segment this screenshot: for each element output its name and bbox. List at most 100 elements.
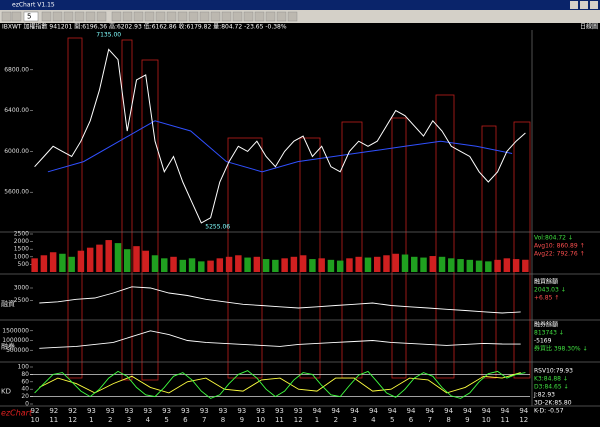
tool-button[interactable] — [155, 11, 166, 22]
y-tick-label: 100 — [18, 364, 30, 371]
series-line — [39, 372, 521, 394]
x-year-label: 93 — [275, 407, 284, 415]
volume-bar — [457, 259, 464, 272]
tool-button[interactable] — [133, 11, 144, 22]
volume-bar — [262, 259, 270, 272]
legend-entry: K-D: -0.57 — [534, 408, 564, 415]
tool-button[interactable] — [177, 11, 188, 22]
tool-button[interactable] — [11, 11, 22, 22]
x-year-label: 94 — [369, 407, 378, 415]
tool-button[interactable] — [1, 11, 12, 22]
x-year-label: 93 — [237, 407, 246, 415]
x-month-label: 4 — [146, 416, 151, 424]
volume-bar — [179, 259, 187, 272]
x-month-label: 2 — [334, 416, 338, 424]
panel-label: 融券 — [1, 342, 15, 351]
volume-bar — [475, 260, 483, 272]
volume-bar — [207, 260, 214, 272]
y-tick-label: 6800.00 — [4, 66, 29, 73]
volume-bar — [216, 258, 224, 272]
tool-button[interactable] — [96, 11, 107, 22]
volume-bar — [290, 256, 298, 272]
signal-box — [141, 59, 159, 381]
quote-header: IBXWT 加權指數 941201 開:6196.36 高:6202.93 低:… — [2, 23, 287, 31]
y-tick-label: 500 — [18, 261, 30, 268]
signal-box — [481, 125, 497, 379]
x-year-label: 94 — [444, 407, 453, 415]
volume-bar — [161, 258, 168, 272]
x-year-label: 93 — [106, 407, 115, 415]
tool-button[interactable] — [210, 11, 221, 22]
x-month-label: 11 — [275, 416, 284, 424]
volume-bar — [151, 255, 159, 272]
legend-entry: Vol:804.72 ↓ — [534, 235, 573, 242]
x-year-label: 92 — [49, 407, 58, 415]
volume-bar — [31, 258, 38, 272]
x-year-label: 93 — [200, 407, 209, 415]
legend-entry: 券資比 398.30% ↓ — [534, 345, 588, 353]
tool-button[interactable] — [111, 11, 122, 22]
volume-bar — [494, 259, 501, 272]
series-line — [34, 370, 526, 399]
maximize-button[interactable] — [580, 1, 588, 9]
tool-button[interactable] — [232, 11, 243, 22]
x-month-label: 12 — [519, 416, 528, 424]
volume-bar — [225, 256, 233, 272]
x-year-label: 94 — [425, 407, 434, 415]
volume-bar — [522, 259, 529, 272]
series-line — [39, 330, 521, 349]
tool-button[interactable] — [254, 11, 265, 22]
legend-entry: Avg10: 860.89 ↑ — [534, 243, 585, 250]
x-month-label: 10 — [482, 416, 491, 424]
x-month-label: 11 — [501, 416, 510, 424]
title-bar — [0, 0, 600, 10]
close-button[interactable] — [590, 1, 598, 9]
y-tick-label: 3000 — [14, 285, 29, 292]
y-tick-label: 2500 — [14, 297, 29, 304]
volume-bar — [429, 256, 437, 272]
minimize-button[interactable] — [570, 1, 578, 9]
tool-button[interactable] — [276, 11, 287, 22]
tool-button[interactable] — [74, 11, 85, 22]
tool-button[interactable] — [243, 11, 254, 22]
y-tick-label: 1000 — [14, 253, 29, 260]
view-mode: 日線圖 — [580, 23, 598, 31]
y-tick-label: 5600.00 — [4, 189, 29, 196]
tool-button[interactable] — [221, 11, 232, 22]
tool-button[interactable] — [122, 11, 133, 22]
y-tick-label: 1500000 — [2, 327, 29, 334]
tool-button[interactable] — [188, 11, 199, 22]
x-year-label: 93 — [162, 407, 171, 415]
tool-button[interactable] — [63, 11, 74, 22]
volume-bar — [96, 244, 103, 272]
volume-bar — [198, 261, 205, 272]
x-month-label: 3 — [127, 416, 131, 424]
x-month-label: 9 — [240, 416, 244, 424]
volume-bar — [364, 257, 372, 272]
x-month-label: 6 — [409, 416, 414, 424]
volume-bar — [512, 259, 520, 272]
period-select[interactable] — [23, 11, 39, 22]
tool-button[interactable] — [166, 11, 177, 22]
tool-button[interactable] — [144, 11, 155, 22]
volume-bar — [77, 250, 85, 272]
volume-bar — [142, 250, 149, 272]
legend-entry: +6.85 ↑ — [534, 295, 559, 302]
volume-bar — [244, 257, 251, 272]
x-year-label: 92 — [31, 407, 40, 415]
tool-button[interactable] — [287, 11, 298, 22]
tool-button[interactable] — [52, 11, 63, 22]
tool-button[interactable] — [265, 11, 276, 22]
x-year-label: 94 — [463, 407, 472, 415]
x-month-label: 8 — [221, 416, 225, 424]
y-tick-label: 20 — [21, 393, 29, 400]
legend-entry: K3:84.88 ↓ — [534, 376, 568, 383]
y-tick-label: 1500 — [14, 246, 29, 253]
x-year-label: 94 — [350, 407, 359, 415]
x-month-label: 4 — [371, 416, 376, 424]
tool-button[interactable] — [199, 11, 210, 22]
volume-bar — [420, 257, 427, 272]
x-month-label: 1 — [89, 416, 93, 424]
tool-button[interactable] — [41, 11, 52, 22]
tool-button[interactable] — [85, 11, 96, 22]
